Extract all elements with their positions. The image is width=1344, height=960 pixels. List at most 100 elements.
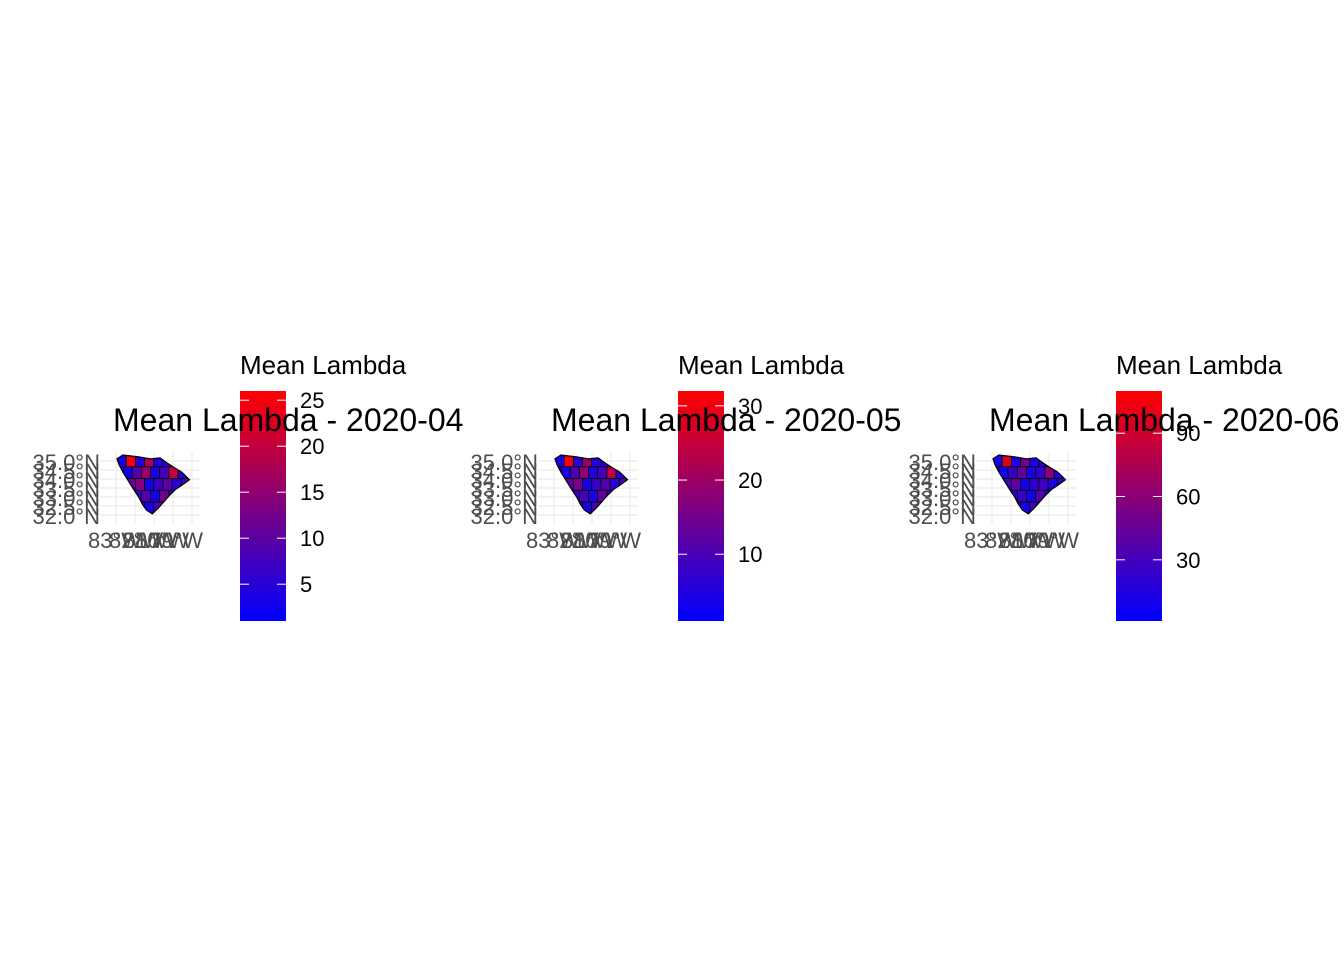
legend-tick-label: 5	[300, 572, 312, 597]
county-layer	[993, 455, 1066, 514]
county	[140, 489, 151, 503]
color-legend: Mean Lambda 5 10 15 20 25	[240, 350, 407, 621]
lat-tick-label: 33.5°N	[470, 477, 538, 502]
county	[572, 478, 583, 491]
lon-tick-label: 81°W	[123, 528, 177, 553]
lon-tick-label: 82°W	[109, 528, 163, 553]
county	[615, 489, 626, 503]
legend-tick-label: 10	[738, 542, 762, 567]
lat-tick-label: 32.5°N	[32, 495, 100, 520]
county	[134, 501, 145, 514]
county	[159, 466, 170, 479]
county	[569, 466, 580, 479]
lat-tick-label: 35.0°N	[32, 450, 100, 475]
county	[180, 501, 190, 514]
state-map	[992, 454, 1067, 515]
county	[144, 478, 155, 491]
legend-tick-label: 20	[300, 434, 324, 459]
lon-tick-label: 83°W	[964, 528, 1018, 553]
county	[134, 478, 145, 491]
county	[588, 489, 599, 503]
legend-title: Mean Lambda	[240, 350, 407, 380]
lat-tick-label: 34.5°N	[32, 459, 100, 484]
county	[600, 478, 611, 491]
county-layer	[117, 455, 190, 514]
lon-axis: 83°W82°W81°W80°W79°W	[526, 528, 641, 553]
county	[1035, 466, 1046, 479]
county	[140, 466, 151, 479]
county	[588, 466, 599, 479]
county	[582, 478, 593, 491]
county	[555, 501, 565, 514]
county	[1001, 501, 1012, 514]
county	[582, 455, 593, 468]
lon-tick-label: 83°W	[526, 528, 580, 553]
county	[131, 466, 142, 479]
lat-tick-label: 33.0°N	[908, 486, 976, 511]
lon-tick-label: 81°W	[561, 528, 615, 553]
lon-tick-label: 79°W	[1025, 528, 1079, 553]
county	[998, 489, 1009, 503]
state-map	[116, 454, 191, 515]
lat-tick-label: 32.5°N	[908, 495, 976, 520]
county	[117, 501, 127, 514]
lat-tick-label: 33.5°N	[32, 477, 100, 502]
lon-tick-label: 83°W	[88, 528, 142, 553]
county	[993, 501, 1003, 514]
map-panel: 35.0°N34.5°N34.0°N33.5°N33.0°N32.5°N32.0…	[908, 350, 1283, 621]
county	[162, 478, 173, 491]
county	[591, 478, 602, 491]
lat-tick-label: 34.5°N	[470, 459, 538, 484]
legend-tick-label: 15	[300, 480, 324, 505]
legend-tick-label: 60	[1176, 485, 1200, 510]
county-layer	[555, 455, 628, 514]
county	[560, 466, 571, 479]
county	[1038, 501, 1049, 514]
county	[122, 489, 133, 503]
lat-tick-label: 34.0°N	[32, 468, 100, 493]
county	[591, 455, 602, 468]
lon-tick-label: 80°W	[135, 528, 189, 553]
county	[1026, 489, 1037, 503]
lat-tick-label: 32.0°N	[32, 504, 100, 529]
county	[618, 501, 628, 514]
county	[1020, 478, 1031, 491]
county	[600, 501, 611, 514]
county	[150, 466, 161, 479]
county	[1010, 478, 1021, 491]
state-outline	[554, 454, 629, 515]
county	[1016, 466, 1027, 479]
county	[144, 455, 155, 468]
county	[1026, 466, 1037, 479]
county	[563, 501, 574, 514]
lat-tick-label: 32.5°N	[470, 495, 538, 520]
lat-axis: 35.0°N34.5°N34.0°N33.5°N33.0°N32.5°N32.0…	[32, 450, 100, 529]
lat-tick-label: 35.0°N	[908, 450, 976, 475]
lon-axis: 83°W82°W81°W80°W79°W	[964, 528, 1079, 553]
state-outline	[116, 454, 191, 515]
lon-tick-label: 82°W	[547, 528, 601, 553]
county	[578, 466, 589, 479]
lat-tick-label: 34.5°N	[908, 459, 976, 484]
county	[117, 455, 127, 468]
county	[998, 466, 1009, 479]
state-map	[554, 454, 629, 515]
county	[1056, 501, 1066, 514]
county	[150, 489, 161, 503]
lon-tick-label: 82°W	[985, 528, 1039, 553]
state-outline	[992, 454, 1067, 515]
legend-colorbar	[1116, 391, 1162, 621]
lon-tick-label: 79°W	[587, 528, 641, 553]
color-legend: Mean Lambda 10 20 30	[678, 350, 845, 621]
panel-title: Mean Lambda - 2020-06	[989, 402, 1339, 438]
county	[1029, 478, 1040, 491]
legend-tick-label: 30	[1176, 548, 1200, 573]
lon-tick-label: 79°W	[149, 528, 203, 553]
county	[597, 466, 608, 479]
lat-tick-label: 33.0°N	[470, 486, 538, 511]
lat-tick-label: 32.0°N	[470, 504, 538, 529]
lat-tick-label: 34.0°N	[908, 468, 976, 493]
county	[1016, 489, 1027, 503]
legend-title: Mean Lambda	[678, 350, 845, 380]
